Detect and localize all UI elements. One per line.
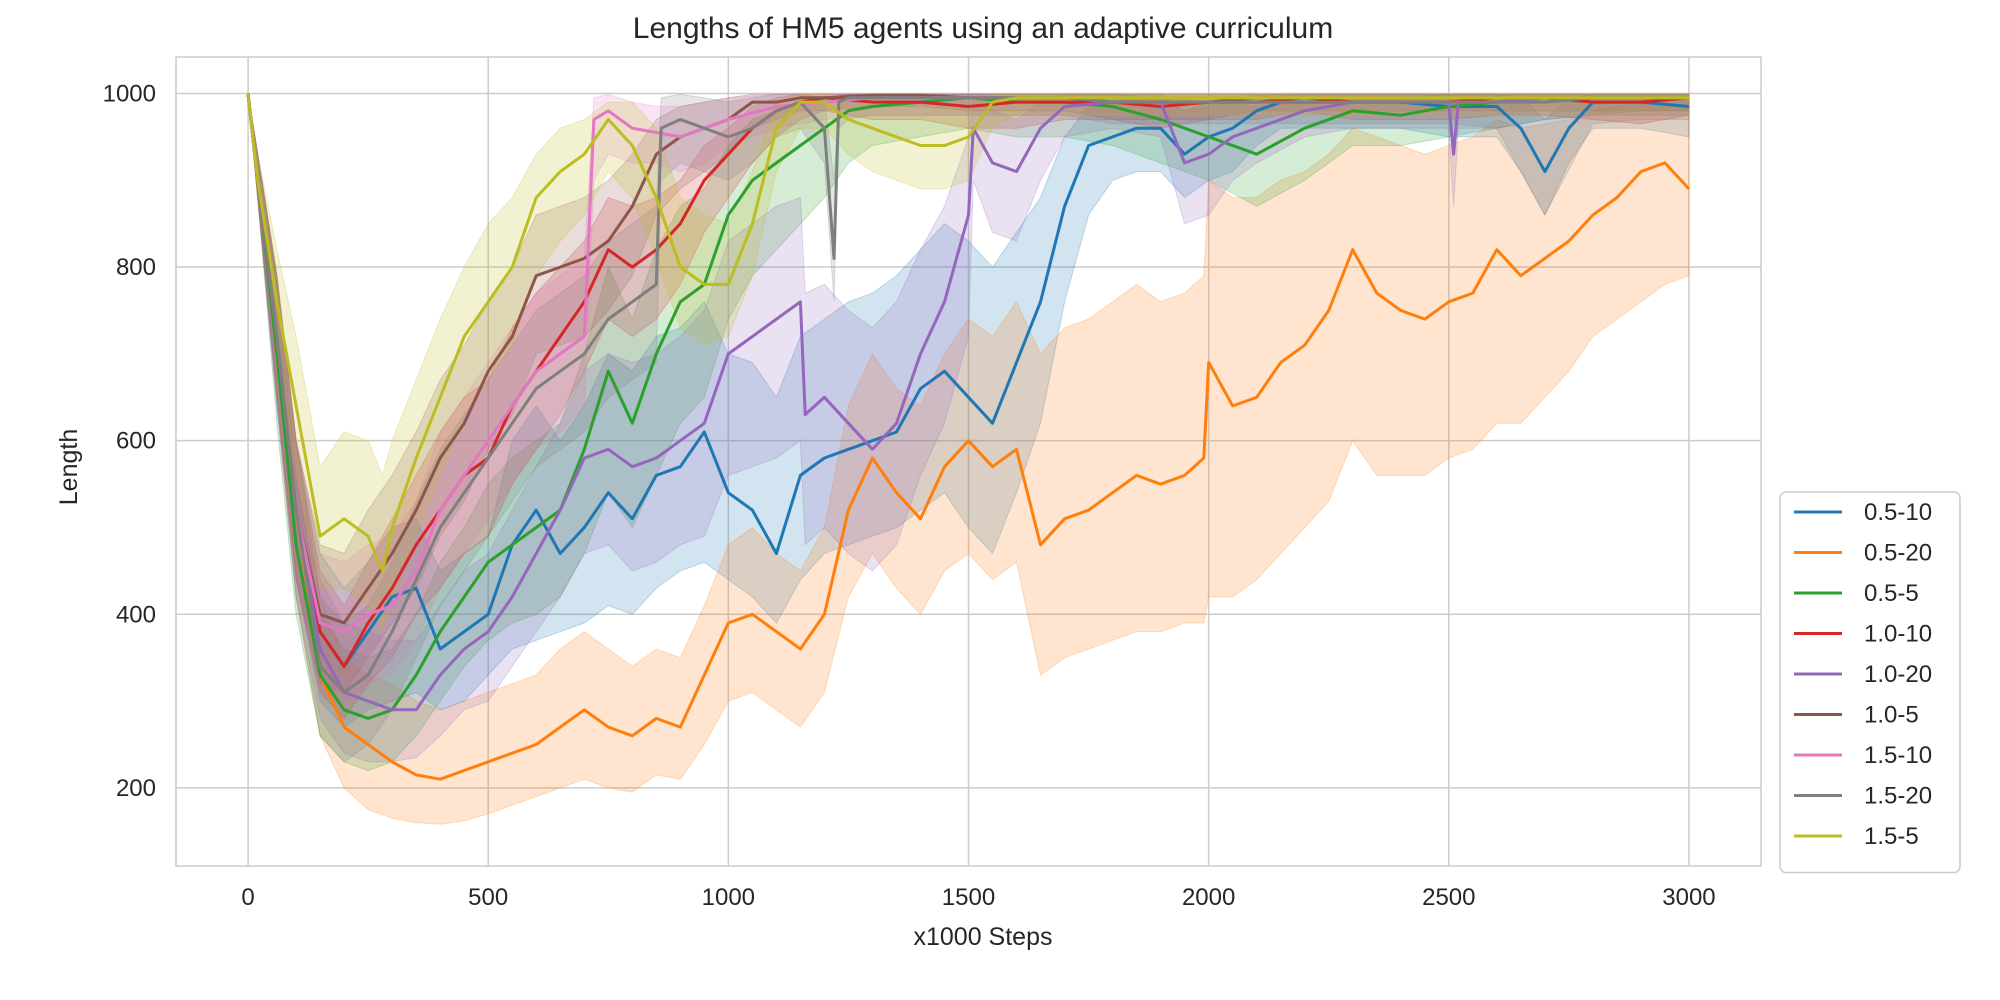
x-axis-label: x1000 Steps (914, 923, 1053, 951)
x-tick-label: 1000 (702, 884, 755, 911)
plot-area (175, 56, 1762, 867)
y-tick-label: 200 (116, 775, 156, 802)
legend-label: 1.0-5 (1864, 702, 1919, 729)
x-tick-label: 2000 (1182, 884, 1235, 911)
series-band (247, 93, 1690, 633)
series-band (247, 93, 1690, 694)
legend-label: 1.5-5 (1864, 823, 1919, 850)
grid-lines (176, 57, 1761, 866)
legend-box (1779, 491, 1961, 874)
y-tick-label: 1000 (103, 80, 156, 107)
series-line (246, 93, 1691, 781)
series-band (247, 93, 1690, 763)
x-tick-label: 2500 (1422, 884, 1475, 911)
legend-label: 1.0-10 (1864, 621, 1932, 648)
series-line (246, 93, 1689, 694)
x-tick-label: 0 (241, 884, 254, 911)
legend-label: 0.5-5 (1864, 580, 1919, 607)
series-band (247, 93, 1690, 702)
legend: 0.5-10 0.5-20 0.5-5 1.0-10 1.0-20 1.0-5 1.5-10… (1779, 491, 1961, 874)
y-axis-ticks: 200 400 600 800 1000 (103, 80, 156, 801)
series-band (247, 93, 1690, 728)
legend-label: 1.0-20 (1864, 661, 1932, 688)
y-tick-label: 600 (116, 428, 156, 455)
chart-title: Lengths of HM5 agents using an adaptive … (633, 12, 1333, 45)
series-lines (246, 93, 1691, 781)
series-line (246, 93, 1689, 573)
series-band (247, 93, 1690, 772)
series-line (246, 93, 1689, 720)
series-band (247, 93, 1690, 763)
y-tick-label: 400 (116, 601, 156, 628)
y-axis-label: Length (55, 429, 83, 505)
legend-label: 1.5-20 (1864, 783, 1932, 810)
x-tick-label: 1500 (942, 884, 995, 911)
legend-label: 1.5-10 (1864, 742, 1932, 769)
y-tick-label: 800 (116, 254, 156, 281)
x-tick-label: 3000 (1662, 884, 1715, 911)
x-tick-label: 500 (468, 884, 508, 911)
x-axis-ticks: 0 500 1000 1500 2000 2500 3000 (241, 884, 1715, 911)
legend-label: 0.5-20 (1864, 540, 1932, 567)
legend-label: 0.5-10 (1864, 499, 1932, 526)
